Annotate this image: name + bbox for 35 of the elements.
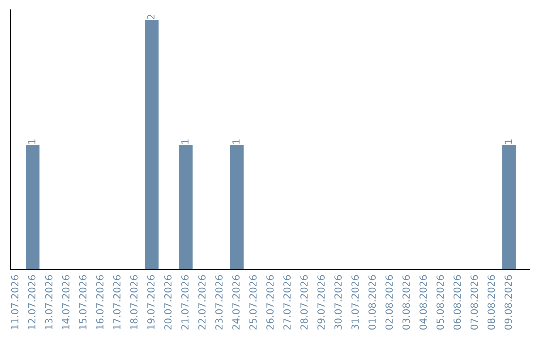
x-tick-label: 23.07.2026 <box>216 275 223 330</box>
x-tick-label: 14.07.2026 <box>62 275 70 330</box>
x-tick-label: 29.07.2026 <box>318 275 325 330</box>
x-tick-label: 19.07.2026 <box>147 275 155 330</box>
x-tick-label: 27.07.2026 <box>284 275 291 330</box>
data-label: 1 <box>504 140 512 144</box>
x-tick-label: 11.07.2026 <box>11 275 19 330</box>
x-tick-label: 16.07.2026 <box>96 275 104 330</box>
x-tick-label: 02.08.2026 <box>386 275 394 330</box>
x-tick-label: 24.07.2026 <box>232 275 240 330</box>
data-label: 2 <box>147 14 155 20</box>
x-tick-label: 21.07.2026 <box>182 275 189 330</box>
x-tick-label: 09.08.2026 <box>504 275 512 330</box>
x-tick-label: 28.07.2026 <box>300 275 308 330</box>
x-tick-label: 26.07.2026 <box>266 275 274 330</box>
x-tick-label: 18.07.2026 <box>130 275 138 330</box>
data-label: 1 <box>28 140 36 144</box>
x-tick-label: 08.08.2026 <box>488 275 496 330</box>
x-tick-label: 01.08.2026 <box>368 275 376 330</box>
data-label: 1 <box>182 140 189 144</box>
x-tick-label: 25.07.2026 <box>250 275 257 330</box>
x-tick-label: 03.08.2026 <box>402 275 410 330</box>
data-label: 1 <box>232 140 240 144</box>
x-tick-label: 31.07.2026 <box>352 275 360 330</box>
x-tick-label: 05.08.2026 <box>436 275 444 330</box>
x-tick-label: 06.08.2026 <box>454 275 462 330</box>
x-tick-label: 04.08.2026 <box>420 275 428 330</box>
x-tick-label: 17.07.2026 <box>113 275 121 330</box>
x-tick-label: 15.07.2026 <box>79 275 87 330</box>
x-tick-label: 12.07.2026 <box>28 275 36 330</box>
x-tick-label: 20.07.2026 <box>164 275 172 330</box>
x-tick-label: 07.08.2026 <box>470 275 478 330</box>
x-tick-label: 22.07.2026 <box>198 275 206 330</box>
x-tick-label: 30.07.2026 <box>334 275 342 330</box>
x-tick-label: 13.07.2026 <box>45 275 53 330</box>
